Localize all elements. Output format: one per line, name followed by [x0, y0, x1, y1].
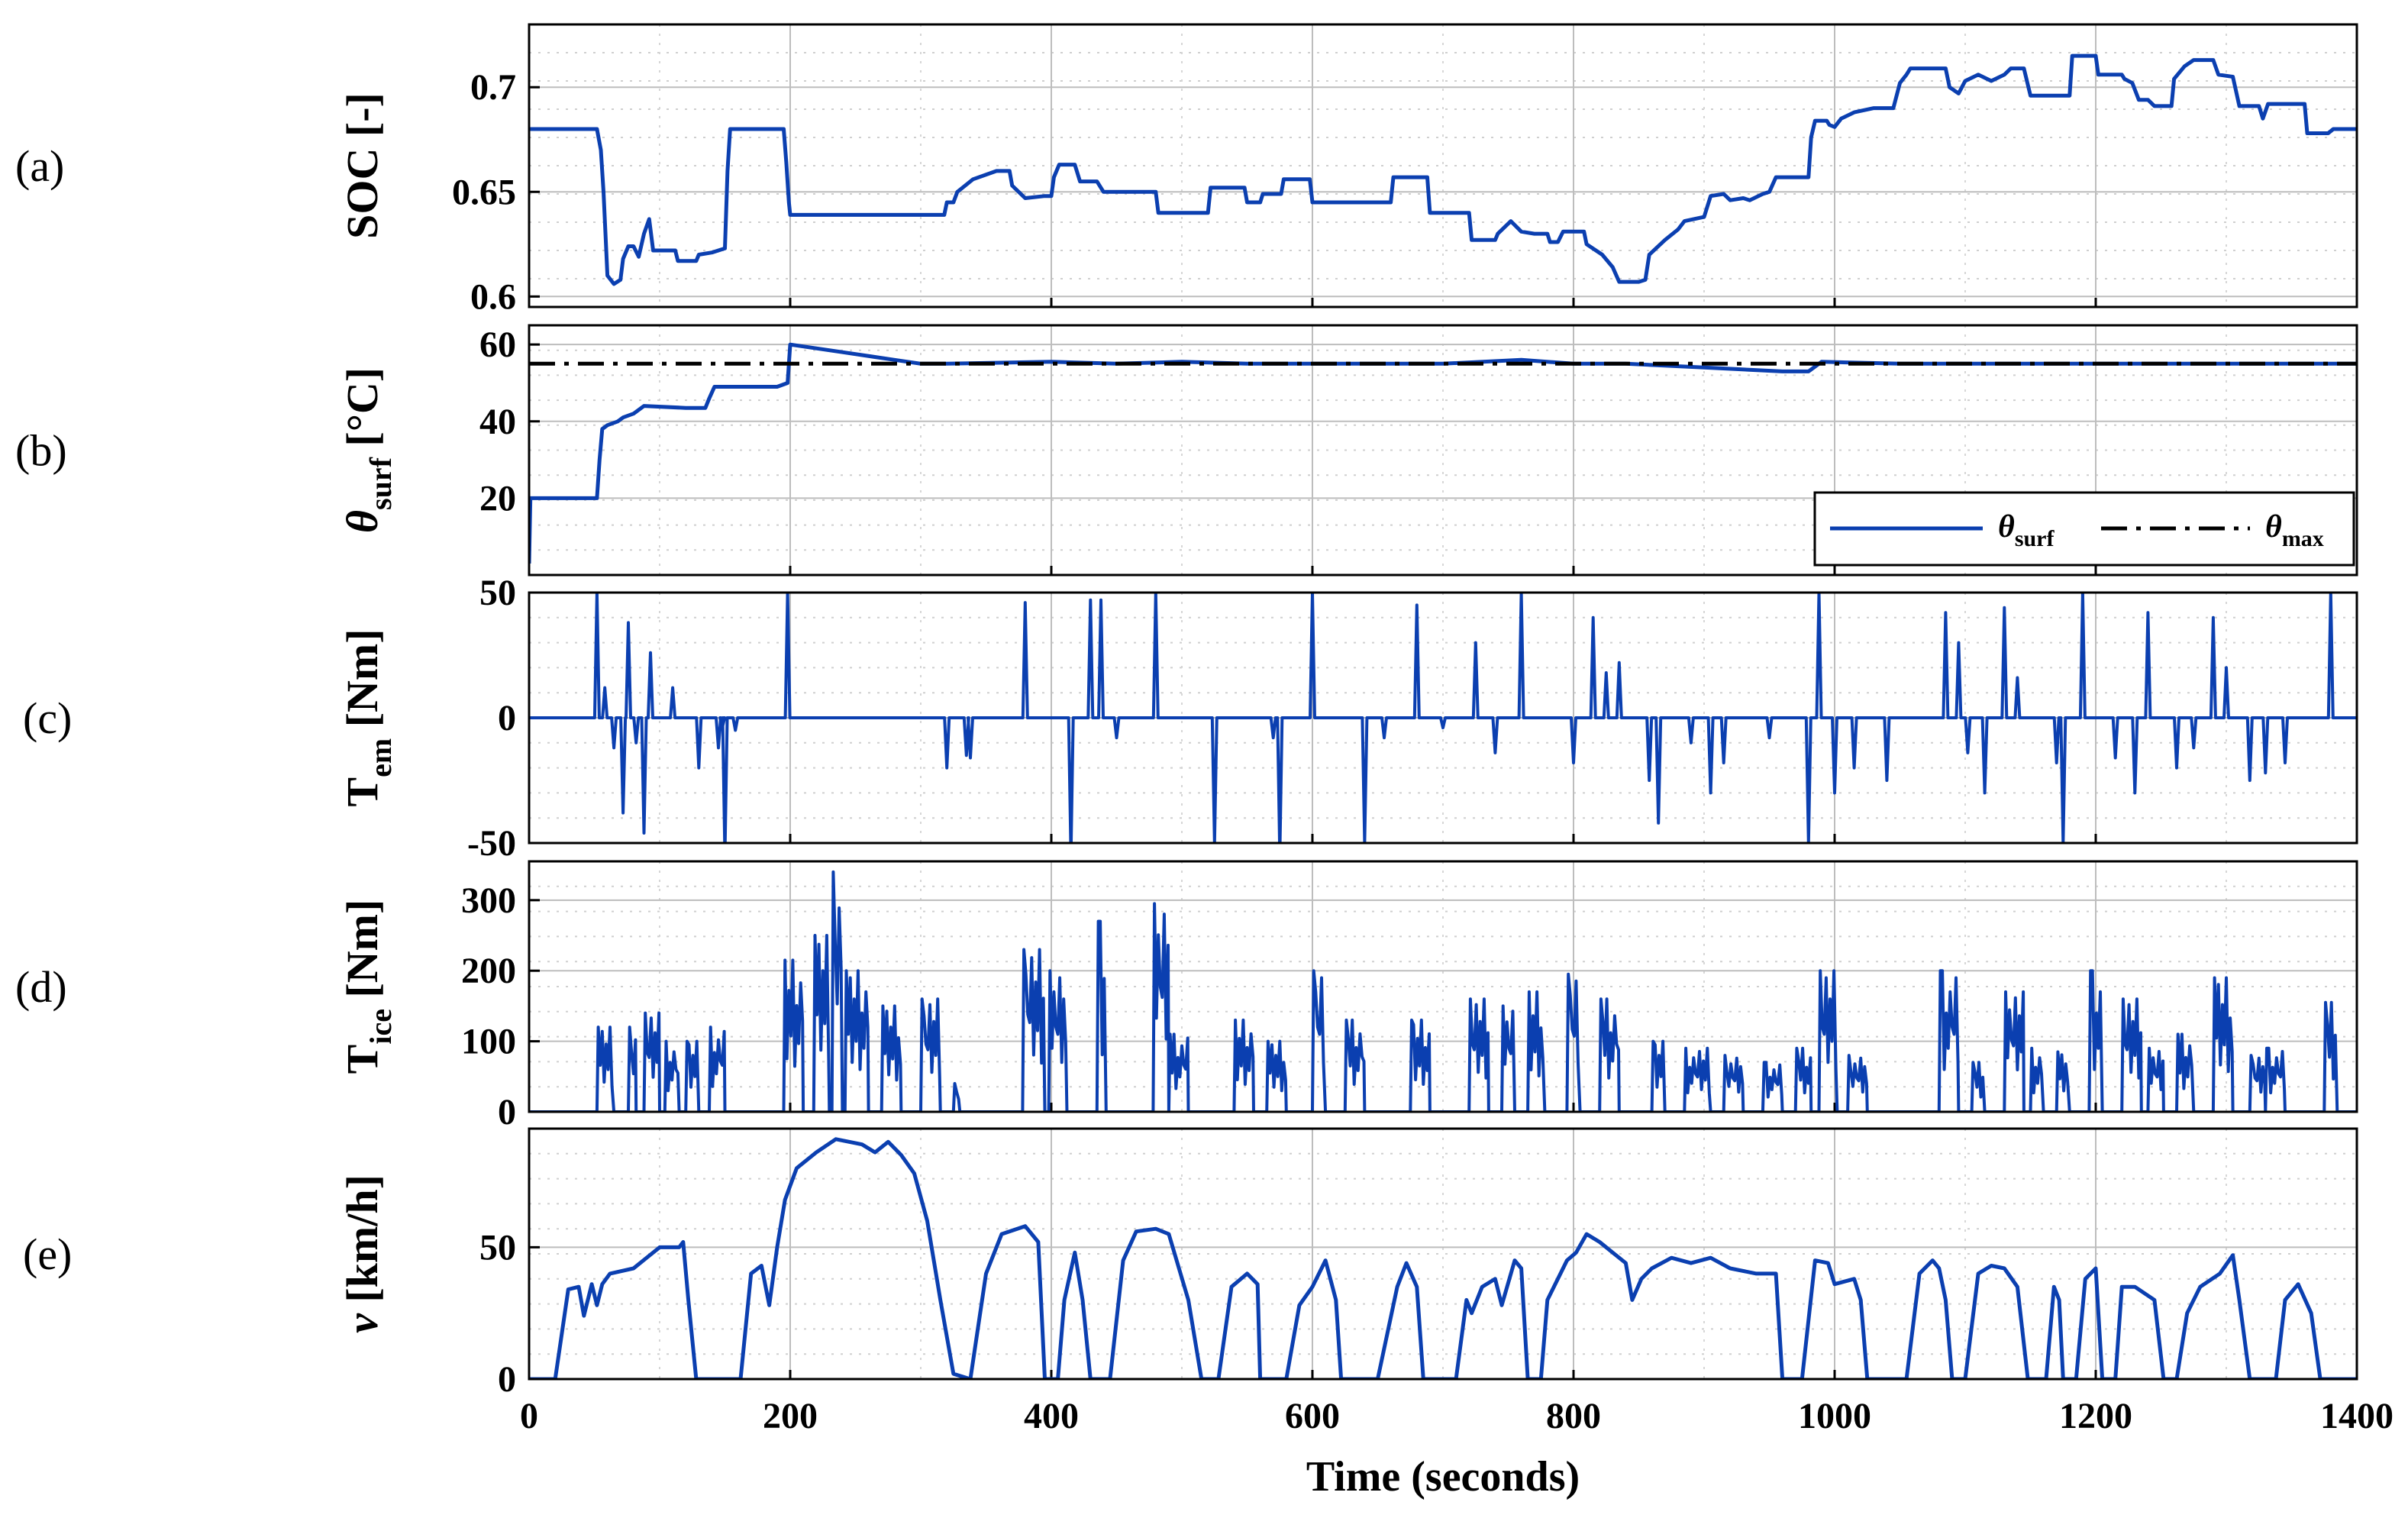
series-line-a-SOC: [529, 53, 2357, 286]
x-tick-label: 0: [520, 1396, 538, 1436]
y-tick-label-c: 50: [479, 573, 516, 613]
series-line-c: [529, 593, 2357, 843]
x-axis-label: Time (seconds): [1306, 1453, 1580, 1500]
y-tick-label-a: 0.6: [470, 276, 516, 317]
x-tick-label: 400: [1024, 1396, 1079, 1436]
y-tick-label-e: 0: [498, 1359, 516, 1400]
plot-frame-d: [528, 860, 2358, 1113]
series-group-d: [529, 870, 2357, 1112]
panel-e: 0 50 (e) v [km/h] 0 200 400 600 800 1000 1200 1400: [23, 1127, 2393, 1436]
panel-letter-e: (e): [23, 1229, 72, 1279]
y-axis-label-e: v [km/h]: [337, 1174, 387, 1333]
y-tick-label-b: 40: [479, 402, 516, 442]
x-tick-label: 1000: [1798, 1396, 1871, 1436]
series-group-e: [529, 1137, 2357, 1379]
x-tick-label: 800: [1546, 1396, 1601, 1436]
y-tick-label-c: 0: [498, 698, 516, 738]
plot-frame-b: [528, 324, 2358, 577]
panel-d: 0 100 200 300 (d) Tice [Nm]: [15, 860, 2358, 1132]
series-line-e-v: [529, 1137, 2357, 1379]
y-axis-label-a: SOC [-]: [337, 92, 387, 239]
y-tick-label-c: -50: [467, 823, 516, 864]
series-line-d: [529, 870, 2357, 1112]
x-tick-label: 200: [763, 1396, 818, 1436]
y-tick-label-d: 300: [461, 880, 516, 921]
legend-label-surf: θsurf: [1998, 509, 2055, 551]
panel-letter-d: (d): [15, 962, 67, 1012]
y-tick-label-d: 200: [461, 951, 516, 991]
plot-frame-c: [528, 591, 2358, 845]
y-tick-label-a: 0.65: [452, 172, 516, 212]
panel-letter-a: (a): [15, 141, 64, 191]
panel-letter-b: (b): [15, 426, 67, 476]
y-tick-label-e: 50: [479, 1227, 516, 1268]
series-group-c: [529, 593, 2357, 843]
series-group-a: [529, 53, 2357, 286]
series-group-b: [529, 342, 2357, 564]
panel-a: 0.6 0.65 0.7 (a) SOC [-]: [15, 23, 2358, 317]
panel-b: 20 40 60 (b) θsurf [°C] θsurf θmax: [15, 324, 2358, 577]
y-tick-label-b: 60: [479, 325, 516, 365]
y-tick-label-d: 0: [498, 1092, 516, 1132]
y-axis-label-c: Tem [Nm]: [337, 628, 398, 806]
x-tick-label: 600: [1285, 1396, 1340, 1436]
x-tick-label: 1200: [2059, 1396, 2132, 1436]
y-tick-label-d: 100: [461, 1022, 516, 1062]
panel-letter-c: (c): [23, 693, 72, 743]
plot-frame-e: [528, 1127, 2358, 1381]
legend-label-max: θmax: [2265, 509, 2324, 551]
panels: 0.6 0.65 0.7 (a) SOC [-] 20 40 60 (b) θsurf [°C] θ…: [15, 23, 2393, 1436]
x-tick-label: 1400: [2320, 1396, 2393, 1436]
panel-c: -50 0 50 (c) Tem [Nm]: [23, 573, 2358, 864]
y-tick-label-a: 0.7: [470, 67, 516, 108]
y-tick-label-b: 20: [479, 478, 516, 518]
plot-frame-a: [528, 23, 2358, 308]
y-axis-label-d: Tice [Nm]: [337, 900, 398, 1074]
y-axis-label-b: θsurf [°C]: [337, 367, 398, 533]
